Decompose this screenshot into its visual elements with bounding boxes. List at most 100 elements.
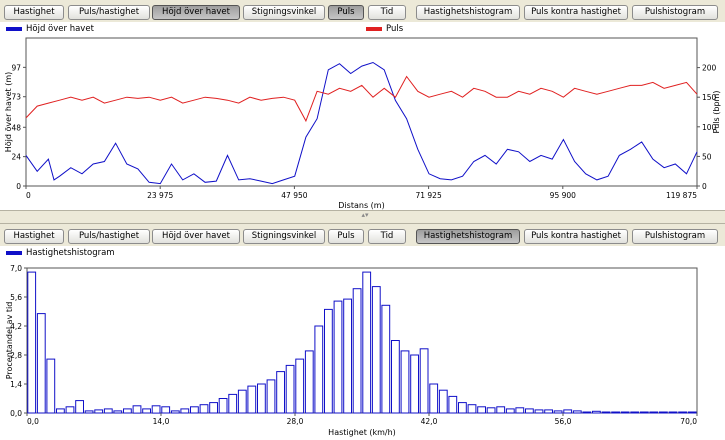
elevation-pulse-chart: 0 23 975 47 950 71 925 95 900 119 875 0 24 48 73 9… [4,37,721,210]
bottom-puls-button[interactable]: Puls [328,229,364,244]
histogram-bar [611,411,621,414]
x-tick-label: 28,0 [287,417,304,426]
splitter-grip[interactable]: ▴▾ [361,211,369,219]
histogram-bar [304,350,314,414]
x-tick-label: 119 875 [666,191,697,200]
plot-frame [26,267,698,414]
top-tid-button[interactable]: Tid [368,5,406,20]
histogram-bar [257,383,266,414]
bottom-puls-hastighet-button[interactable]: Puls/hastighet [68,229,150,244]
histogram-bar [448,395,458,414]
top-puls-hastighet-button[interactable]: Puls/hastighet [68,5,150,20]
top-hojd-over-havet-button[interactable]: Höjd över havet [152,5,240,20]
bottom-chart-toolbar: Hastighet Puls/hastighet Höjd över havet St… [0,224,725,246]
histogram-bar [467,404,477,414]
histogram-bar [132,405,142,414]
elevation-series-line [25,61,698,185]
speed-histogram-chart: 0,0 14,0 28,0 42,0 56,0 70,0 0,0 1,4 2,8 4,2 5,6 7,… [5,264,698,437]
elevation-pulse-panel: Hastighet Puls/hastighet Höjd över havet St… [0,0,725,210]
histogram-bar [400,350,410,414]
histogram-swatch [6,251,22,255]
panel-splitter[interactable]: ▴▾ [0,210,725,224]
y2-tick-label: 200 [702,64,717,73]
top-puls-button[interactable]: Puls [328,5,364,20]
histogram-bar [429,383,439,414]
histogram-bar [266,379,276,414]
x-tick-label: 47 950 [281,191,307,200]
histogram-bar [199,404,209,414]
histogram-bar [333,300,343,414]
y-axis-label: Procentandel av tid [5,302,14,380]
histogram-bar [362,271,372,414]
bottom-puls-kontra-hastighet-button[interactable]: Puls kontra hastighet [524,229,628,244]
histogram-bar [161,406,171,414]
top-puls-kontra-hastighet-button[interactable]: Puls kontra hastighet [524,5,628,20]
x-tick-label: 0,0 [27,417,39,426]
bottom-stigningsvinkel-button[interactable]: Stigningsvinkel [243,229,325,244]
histogram-bar [65,406,75,414]
legend-histogram: Hastighetshistogram [6,248,115,258]
histogram-bar [391,340,400,414]
histogram-bar [544,409,554,414]
x-tick-label: 71 925 [415,191,441,200]
legend-pulse-label: Puls [386,24,404,34]
x-axis-label: Hastighet (km/h) [328,428,396,437]
histogram-bar [419,348,429,414]
y2-tick-label: 0 [702,182,707,191]
histogram-bar [84,410,94,414]
histogram-bar [113,410,123,414]
bottom-hastighet-button[interactable]: Hastighet [4,229,64,244]
bottom-tid-button[interactable]: Tid [368,229,406,244]
histogram-bar [601,411,611,414]
y2-axis-label: Puls (bpm) [712,91,721,134]
top-hastighet-button[interactable]: Hastighet [4,5,64,20]
bottom-hojd-over-havet-button[interactable]: Höjd över havet [152,229,240,244]
y-tick-label: 24 [11,153,21,162]
histogram-bar [94,409,104,414]
histogram-bar [505,408,515,414]
histogram-bar [515,407,525,414]
y-tick-label: 4,2 [10,322,22,331]
y2-tick-label: 50 [702,152,712,161]
y-tick-label: 7,0 [10,264,22,273]
histogram-bar [563,409,573,414]
histogram-bar [343,298,353,414]
top-hastighetshistogram-button[interactable]: Hastighetshistogram [416,5,520,20]
y-axis-label: Höjd över havet (m) [4,72,13,152]
histogram-bar [630,411,640,414]
histogram-bar [639,411,649,414]
histogram-bar [525,408,534,414]
y-tick-label: 0,0 [10,409,22,418]
y-tick-label: 0 [16,182,21,191]
histogram-bar [438,389,448,414]
y-tick-label: 97 [11,63,21,72]
speed-histogram-panel: Hastighet Puls/hastighet Höjd över havet St… [0,224,725,440]
x-axis-label: Distans (m) [338,201,384,210]
histogram-bar [295,358,305,414]
histogram-bar [620,411,630,414]
x-tick-label: 42,0 [421,417,438,426]
histogram-bar [553,410,563,414]
bottom-pulshistogram-button[interactable]: Pulshistogram [632,229,718,244]
top-stigningsvinkel-button[interactable]: Stigningsvinkel [243,5,325,20]
histogram-bar [486,407,496,414]
top-pulshistogram-button[interactable]: Pulshistogram [632,5,718,20]
x-tick-label: 14,0 [153,417,170,426]
x-tick-label: 0 [26,191,31,200]
bottom-hastighetshistogram-button[interactable]: Hastighetshistogram [416,229,520,244]
histogram-bar [477,406,487,414]
histogram-bar [228,393,238,414]
histogram-bar [678,411,688,414]
legend-elevation: Höjd över havet [6,24,94,34]
x-tick-label: 56,0 [555,417,572,426]
histogram-bar [668,411,678,414]
histogram-bar [314,325,324,414]
histogram-bar [458,402,467,414]
histogram-bar [190,406,199,414]
histogram-bar [324,308,333,414]
histogram-bar [410,354,420,414]
pulse-swatch [366,27,382,31]
legend-histogram-label: Hastighetshistogram [26,248,115,258]
histogram-bar [46,358,56,414]
elevation-swatch [6,27,22,31]
